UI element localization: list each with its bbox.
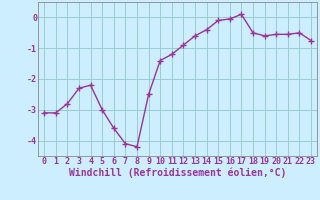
X-axis label: Windchill (Refroidissement éolien,°C): Windchill (Refroidissement éolien,°C): [69, 168, 286, 178]
